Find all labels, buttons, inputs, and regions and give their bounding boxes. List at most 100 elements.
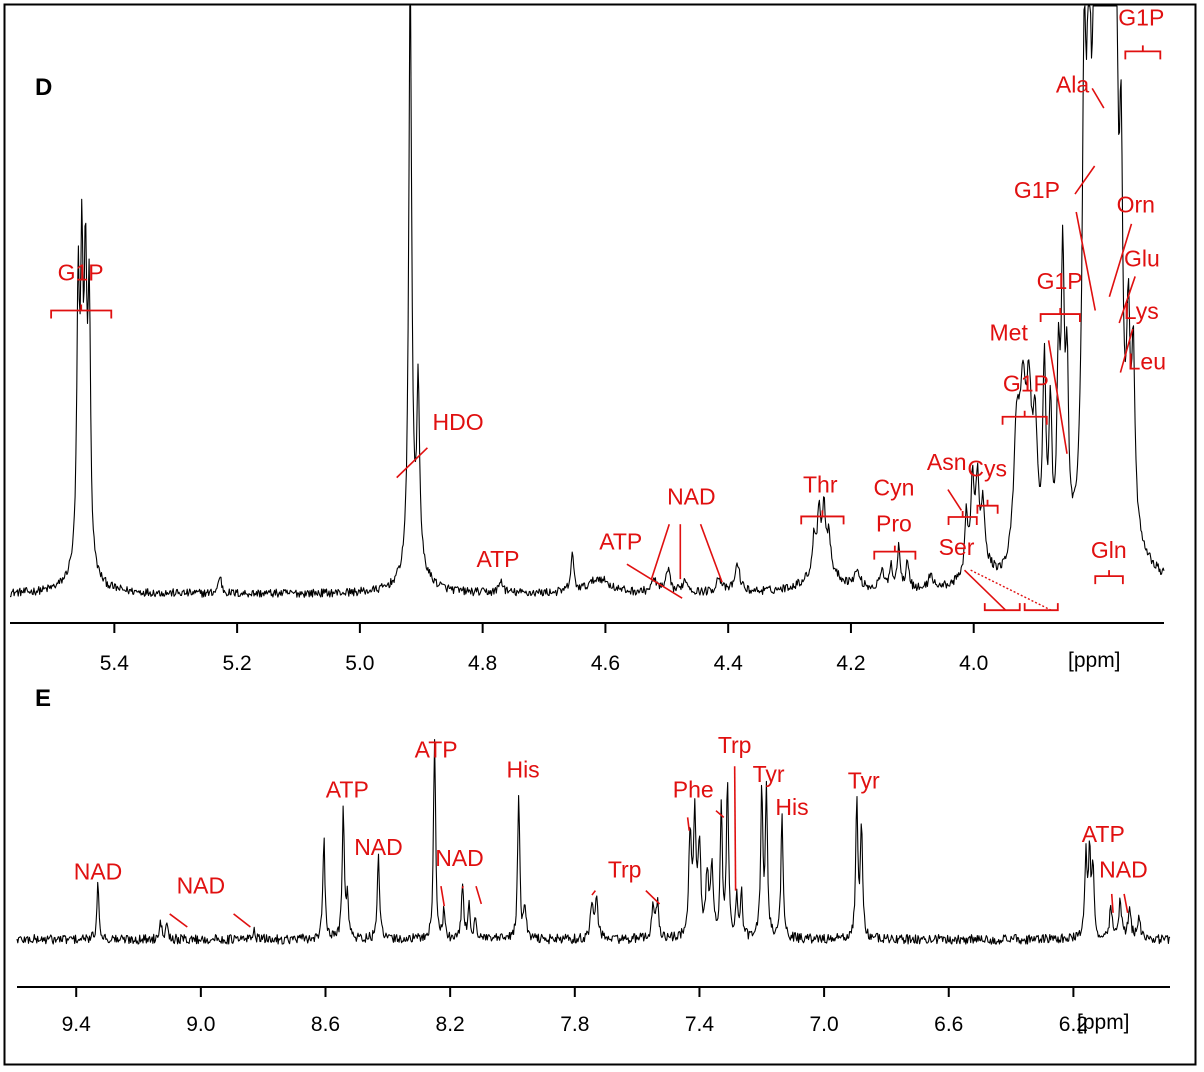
panel-e-letter: E [35,685,51,712]
panel-e-leader-line [686,817,691,831]
panel-e-spectrum-trace [16,739,1171,945]
panel-d-annotation-label: Leu [1128,349,1166,375]
panel-e-leader-line [733,766,737,891]
panel-d-bracket [1124,45,1162,60]
panel-d-bracket [983,603,1021,612]
panel-d-annotation-label: G1P [1118,5,1164,31]
panel-d-leader-line [396,447,428,479]
panel-e-leader-line [169,913,188,928]
panel-d-leader-line [1108,223,1133,297]
panel-d-annotation-label: Glu [1124,245,1160,271]
panel-d-leader-line [1075,211,1097,311]
panel-e-annotation-label: NAD [1099,856,1148,882]
panel-d-bracket [50,304,113,319]
panel-d-leader-line [1118,276,1136,324]
panel-d-annotation-label: Ala [1056,72,1089,98]
panel-e-tick-label: 8.2 [436,1013,465,1036]
panel-e-annotation-label: ATP [326,776,369,802]
panel-e-leader-line [1110,893,1114,913]
panel-d-annotation-label: ATP [599,528,642,554]
panel-d-annotation-label: ATP [476,546,519,572]
panel-e-tick-label: 8.6 [311,1013,340,1036]
panel-d-tick-label: 4.4 [714,652,744,675]
panel-d-tick-label: 4.2 [836,652,865,675]
panel-d-tick-label: 5.2 [223,652,252,675]
panel-d-annotation-label: Gln [1091,537,1127,563]
panel-e-leader-line [715,810,725,818]
panel-d-tick-label: 4.8 [468,652,497,675]
panel-d-annotation-label: Asn [927,449,967,475]
panel-d-bracket [1039,308,1081,323]
panel-e-annotations: NADNADATPNADATPNADHisTrpPheTrpTyrHisTyrA… [74,732,1148,928]
panel-e-annotation-label: Tyr [753,761,785,787]
panel-e-tick-label: 9.4 [62,1013,92,1036]
panel-e-tick-label: 9.0 [186,1013,215,1036]
panel-e-tick-label: 6.6 [934,1013,963,1036]
panel-d-spectrum-trace [10,5,1165,598]
panel-d-bracket [873,545,917,560]
panel-d: D 5.4 5.2 5.0 4.8 4.6 4.4 4.2 4.0 [ppm] G1P HDO A… [10,5,1166,675]
panel-d-leader-line [699,523,723,583]
panel-d-leader-line [1119,328,1134,373]
panel-d-annotation-label: HDO [433,409,484,435]
panel-e-annotation-label: His [775,794,808,820]
panel-d-annotation-label: Lys [1124,298,1159,324]
panel-e-annotation-label: Trp [608,856,642,882]
panel-e-tick-label: 6.2 [1059,1013,1088,1036]
panel-e-leader-line [475,885,483,905]
panel-d-bracket [976,499,999,514]
panel-e-annotation-label: Trp [718,732,752,758]
panel-e-leader-line [440,886,446,907]
panel-d-x-ticks: 5.4 5.2 5.0 4.8 4.6 4.4 4.2 4.0 [100,623,988,675]
panel-d-annotation-label: Thr [803,472,838,498]
panel-e-tick-label: 7.0 [809,1013,838,1036]
panel-d-leader-line [650,523,671,580]
panel-d-annotations: G1P HDO ATP ATP NAD Thr Cyn Pro Asn Cys Ser G1P G1P M… [50,5,1166,612]
panel-e: E 9.4 9.0 8.6 8.2 7.8 7.4 7.0 6.6 6.2 [ppm] NAD N… [16,685,1171,1036]
panel-d-tick-label: 4.0 [959,652,988,675]
panel-e-tick-label: 7.4 [685,1013,715,1036]
panel-d-annotation-label: Cyn [873,475,914,501]
panel-e-annotation-label: ATP [415,736,458,762]
panel-d-bracket [1001,410,1048,425]
panel-d-annotation-label: NAD [667,483,716,509]
panel-d-leader-line [626,563,683,599]
panel-d-axis-unit: [ppm] [1068,649,1121,672]
panel-e-leader-line [1123,893,1129,913]
panel-e-leader-line [461,885,464,889]
panel-d-annotation-label: G1P [58,260,104,286]
panel-d-bracket [1094,570,1124,585]
panel-e-leader-line [645,890,661,905]
panel-d-annotation-label: Met [990,319,1029,345]
panel-d-annotation-label: Cys [967,455,1007,481]
panel-e-annotation-label: NAD [354,834,403,860]
panel-d-annotation-label: Ser [939,534,975,560]
figure-border [3,3,1197,1066]
panel-e-leader-line [233,913,251,928]
panel-e-annotation-label: NAD [435,845,484,871]
panel-d-annotation-label: G1P [1037,268,1083,294]
panel-d-letter: D [35,74,52,101]
panel-e-annotation-label: NAD [74,859,123,885]
panel-e-leader-line [591,890,597,896]
panel-d-leader-line [947,489,963,511]
panel-e-tick-label: 7.8 [560,1013,589,1036]
panel-d-tick-label: 5.0 [345,652,374,675]
panel-d-annotation-label: G1P [1014,177,1060,203]
panel-e-annotation-label: NAD [177,872,226,898]
panel-d-bracket [1023,603,1059,612]
panel-e-x-ticks: 9.4 9.0 8.6 8.2 7.8 7.4 7.0 6.6 6.2 [62,987,1088,1036]
panel-d-tick-label: 5.4 [100,652,130,675]
panel-e-annotation-label: Phe [673,776,714,802]
panel-e-annotation-label: Tyr [848,768,880,794]
panel-d-tick-label: 4.6 [591,652,620,675]
panel-d-annotation-label: Orn [1117,192,1155,218]
panel-d-leader-line [963,569,1007,611]
panel-d-annotation-label: Pro [876,510,912,536]
panel-d-annotation-label: G1P [1003,371,1049,397]
panel-d-leader-line [1047,340,1068,454]
panel-d-bracket [947,511,978,526]
panel-d-leader-line [1074,165,1096,195]
panel-d-bracket [800,510,845,525]
